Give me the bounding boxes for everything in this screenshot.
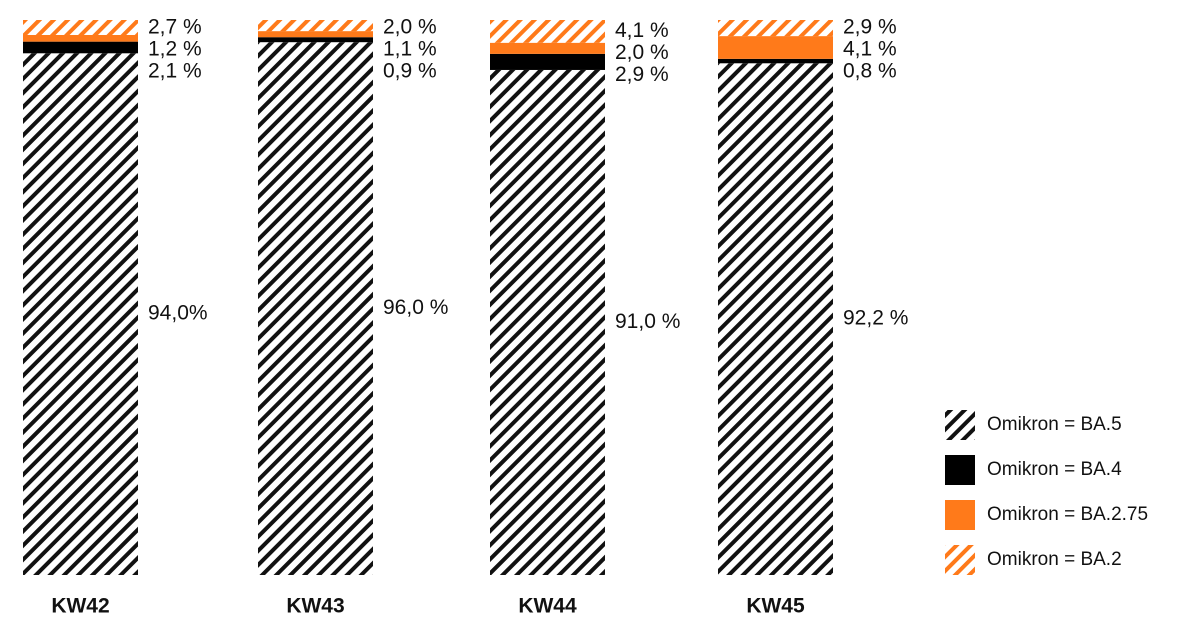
bar-segment-kw45-omikron-ba-2-75 xyxy=(718,36,833,59)
data-label-kw43-omikron-ba-2: 2,0 % xyxy=(383,16,437,39)
legend-swatch-omikron-ba-2 xyxy=(945,545,975,575)
bar-segment-kw42-omikron-ba-4 xyxy=(23,41,138,54)
data-label-kw42-omikron-ba-4: 2,1 % xyxy=(148,60,202,83)
data-label-kw45-omikron-ba-2: 2,9 % xyxy=(843,16,897,39)
legend-label-omikron-ba-2: Omikron = BA.2 xyxy=(987,549,1122,570)
bar-segment-kw44-omikron-ba-5 xyxy=(490,69,605,575)
bar-segment-kw42-omikron-ba-5 xyxy=(23,53,138,576)
data-label-kw45-omikron-ba-5: 92,2 % xyxy=(843,307,908,330)
data-label-kw43-omikron-ba-5: 96,0 % xyxy=(383,296,448,319)
legend-swatch-omikron-ba-2-75 xyxy=(945,500,975,530)
bar-segment-kw45-omikron-ba-4 xyxy=(718,58,833,64)
data-label-kw44-omikron-ba-5: 91,0 % xyxy=(615,310,680,333)
bar-segment-kw43-omikron-ba-5 xyxy=(258,42,373,575)
legend: Omikron = BA.5 Omikron = BA.4 Omikron = BA… xyxy=(945,410,1148,575)
data-label-kw44-omikron-ba-2-75: 2,0 % xyxy=(615,41,669,64)
data-label-kw45-omikron-ba-4: 0,8 % xyxy=(843,60,897,83)
bar-segment-kw44-omikron-ba-2 xyxy=(490,20,605,43)
bar-segment-kw44-omikron-ba-2-75 xyxy=(490,42,605,54)
bars-layer xyxy=(23,20,833,576)
bar-segment-kw42-omikron-ba-2-75 xyxy=(23,34,138,42)
legend-swatch-omikron-ba-4 xyxy=(945,455,975,485)
data-label-kw42-omikron-ba-2-75: 1,2 % xyxy=(148,38,202,61)
bar-segment-kw45-omikron-ba-2 xyxy=(718,20,833,37)
legend-label-omikron-ba-2-75: Omikron = BA.2.75 xyxy=(987,504,1148,525)
bar-segment-kw43-omikron-ba-2 xyxy=(258,20,373,32)
data-label-kw42-omikron-ba-2: 2,7 % xyxy=(148,16,202,39)
bar-segment-kw44-omikron-ba-4 xyxy=(490,53,605,70)
bar-segment-kw43-omikron-ba-2-75 xyxy=(258,31,373,38)
legend-swatch-omikron-ba-5 xyxy=(945,410,975,440)
category-label-kw44: KW44 xyxy=(518,595,577,618)
category-label-kw45: KW45 xyxy=(746,595,805,618)
data-label-kw45-omikron-ba-2-75: 4,1 % xyxy=(843,38,897,61)
data-label-kw44-omikron-ba-2: 4,1 % xyxy=(615,19,669,42)
bar-segment-kw45-omikron-ba-5 xyxy=(718,63,833,575)
data-label-kw43-omikron-ba-2-75: 1,1 % xyxy=(383,38,437,61)
category-label-kw42: KW42 xyxy=(51,595,109,618)
legend-label-omikron-ba-4: Omikron = BA.4 xyxy=(987,459,1122,480)
data-label-kw44-omikron-ba-4: 2,9 % xyxy=(615,63,669,86)
data-label-kw42-omikron-ba-5: 94,0% xyxy=(148,302,208,325)
category-label-kw43: KW43 xyxy=(286,595,344,618)
bar-segment-kw43-omikron-ba-4 xyxy=(258,37,373,43)
legend-label-omikron-ba-5: Omikron = BA.5 xyxy=(987,414,1122,435)
data-label-kw43-omikron-ba-4: 0,9 % xyxy=(383,60,437,83)
bar-segment-kw42-omikron-ba-2 xyxy=(23,20,138,35)
